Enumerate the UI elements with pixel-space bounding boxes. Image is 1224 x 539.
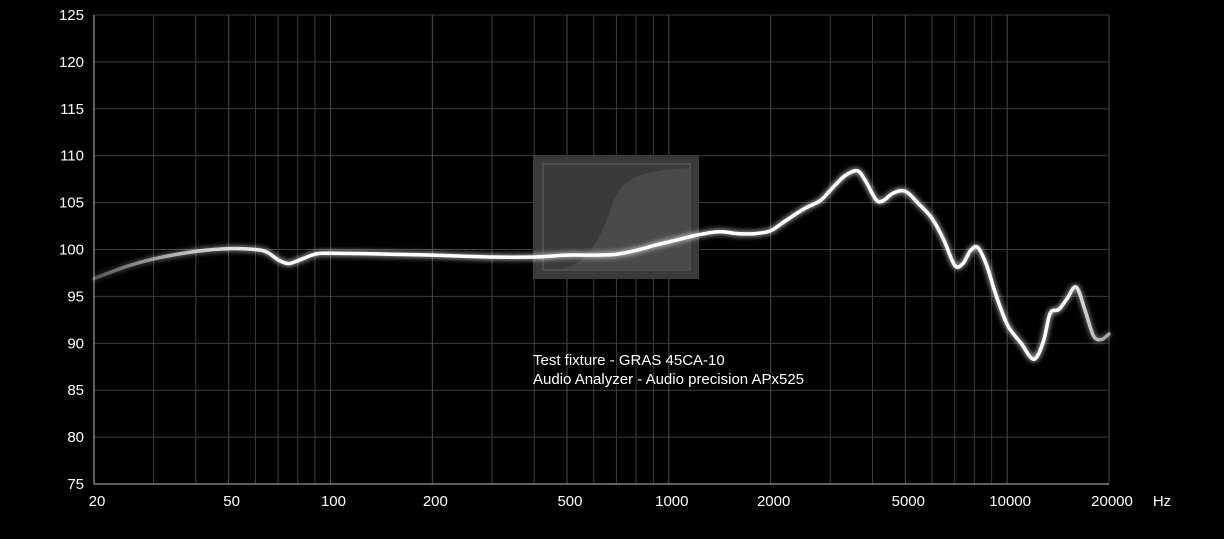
x-tick-label: 500 xyxy=(557,493,582,510)
y-tick-label: 95 xyxy=(67,288,84,305)
annotation-text: Audio Analyzer - Audio precision APx525 xyxy=(533,371,804,388)
y-tick-label: 80 xyxy=(67,429,84,446)
annotations: Test fixture - GRAS 45CA-10 Audio Analyze… xyxy=(533,352,804,388)
x-tick-label: 5000 xyxy=(892,493,925,510)
annotation-text: Test fixture - GRAS 45CA-10 xyxy=(533,352,725,369)
y-tick-label: 120 xyxy=(59,54,84,71)
x-tick-label: 20000 xyxy=(1091,493,1133,510)
y-tick-label: 85 xyxy=(67,382,84,399)
x-tick-label: 50 xyxy=(223,493,240,510)
x-unit-label: Hz xyxy=(1153,493,1171,510)
axes: 75 80 85 90 95 100 105 110 115 120 125 20 50 100 200 50… xyxy=(59,7,1171,510)
x-tick-label: 1000 xyxy=(655,493,688,510)
x-tick-label: 200 xyxy=(423,493,448,510)
y-tick-label: 110 xyxy=(60,148,84,165)
y-tick-label: 90 xyxy=(67,335,84,352)
y-tick-label: 125 xyxy=(59,7,84,24)
x-tick-label: 2000 xyxy=(757,493,790,510)
x-tick-label: 20 xyxy=(89,493,106,510)
x-tick-label: 10000 xyxy=(989,493,1031,510)
y-tick-label: 100 xyxy=(59,242,84,259)
y-tick-label: 75 xyxy=(67,476,84,493)
frequency-response-line xyxy=(92,168,1111,361)
y-tick-label: 105 xyxy=(59,195,84,212)
y-tick-label: 115 xyxy=(60,101,84,118)
brand-logo-watermark xyxy=(533,155,699,279)
series-layer xyxy=(92,168,1111,361)
x-tick-label: 100 xyxy=(321,493,346,510)
